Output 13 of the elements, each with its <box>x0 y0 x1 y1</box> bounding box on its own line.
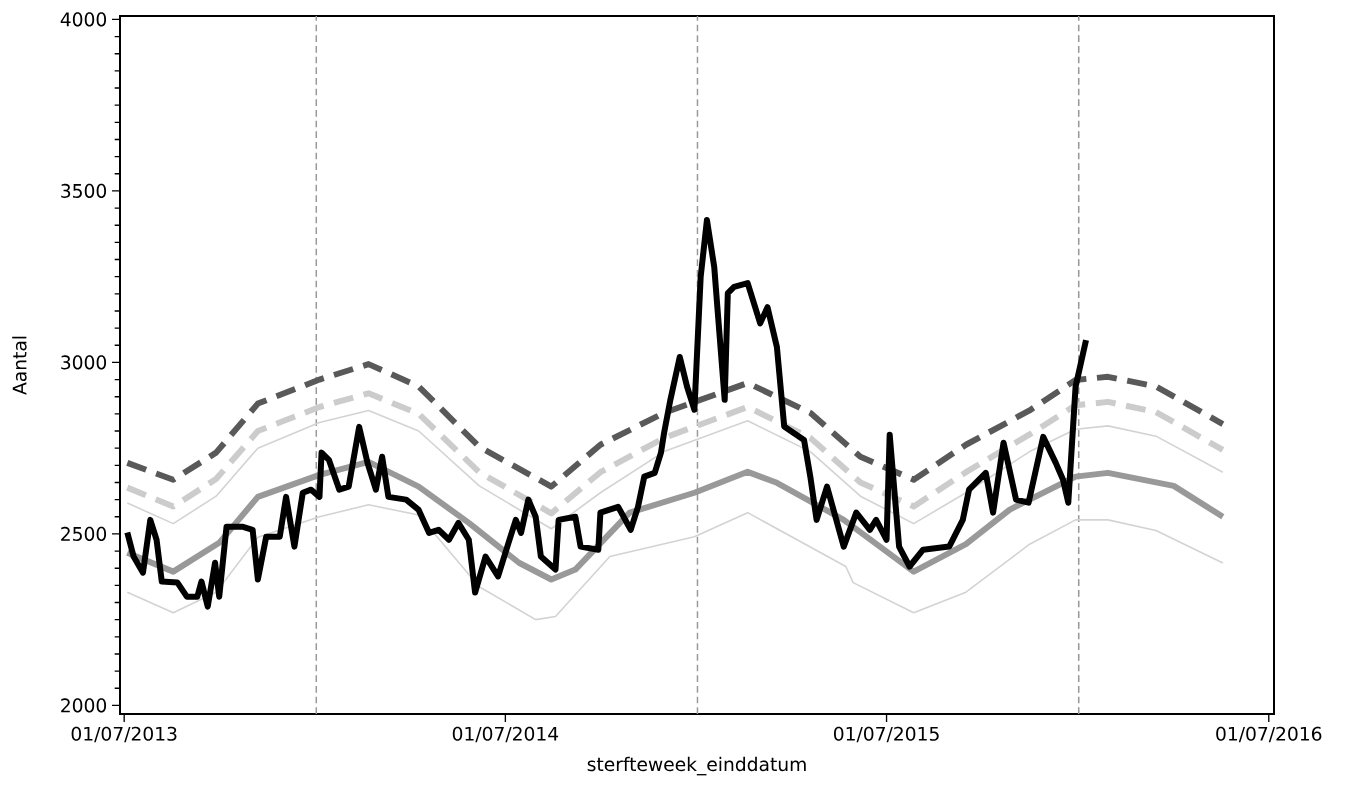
y-tick-label: 3500 <box>61 183 107 198</box>
y-axis-title: Aantal <box>12 336 27 395</box>
line-series <box>126 409 1224 530</box>
x-tick-label: 01/07/2016 <box>1216 726 1322 743</box>
x-tick-label: 01/07/2015 <box>833 726 939 743</box>
y-tick-label: 2000 <box>61 698 107 713</box>
x-tick-label: 01/07/2014 <box>452 726 559 743</box>
y-tick-label: 3000 <box>61 355 107 370</box>
y-tick-label: 2500 <box>61 526 107 541</box>
y-tick-label: 4000 <box>60 12 107 27</box>
x-axis-title: sterfteweek_einddatum <box>587 756 806 776</box>
x-tick-label: 01/07/2013 <box>71 726 177 743</box>
line-series <box>126 503 1224 621</box>
